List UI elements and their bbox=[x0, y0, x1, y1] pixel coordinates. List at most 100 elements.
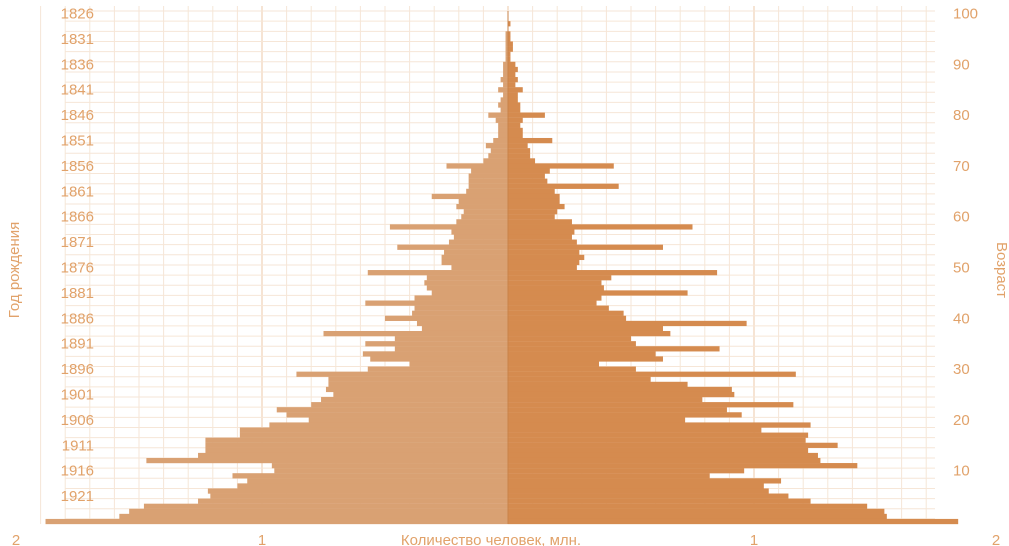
birth-year-label: 1846 bbox=[61, 107, 94, 124]
bar-right-age-21 bbox=[508, 412, 742, 418]
x-tick-label: 1 bbox=[750, 532, 758, 546]
birth-year-label: 1861 bbox=[61, 183, 94, 200]
bar-right-age-42 bbox=[508, 305, 609, 311]
y-axis-title-right: Возраст bbox=[993, 242, 1009, 298]
x-tick-label: 2 bbox=[12, 532, 20, 546]
bar-left-age-55 bbox=[448, 239, 508, 245]
bar-left-age-63 bbox=[458, 198, 508, 205]
bar-right-age-60 bbox=[508, 214, 555, 220]
bar-left-age-95 bbox=[505, 36, 508, 42]
bar-right-age-80 bbox=[508, 112, 545, 118]
age-label: 80 bbox=[953, 107, 970, 124]
bar-right-age-2 bbox=[508, 508, 885, 514]
bar-right-age-89 bbox=[508, 66, 518, 73]
bar-right-age-90 bbox=[508, 61, 516, 68]
bar-left-age-53 bbox=[444, 249, 508, 255]
bar-right-age-67 bbox=[508, 178, 548, 184]
bar-left-age-43 bbox=[365, 300, 508, 306]
bar-right-age-49 bbox=[508, 270, 718, 276]
bar-left-age-51 bbox=[441, 259, 508, 266]
bar-left-age-4 bbox=[198, 498, 509, 504]
bar-left-age-33 bbox=[362, 351, 508, 357]
age-label: 70 bbox=[953, 158, 970, 175]
bar-left-age-41 bbox=[412, 310, 508, 316]
bar-left-age-82 bbox=[498, 102, 508, 108]
age-label: 30 bbox=[953, 361, 970, 378]
bar-left-age-68 bbox=[468, 173, 508, 179]
birth-year-label: 1891 bbox=[61, 336, 94, 353]
bar-left-age-30 bbox=[367, 366, 508, 372]
birth-year-label: 1881 bbox=[61, 285, 94, 302]
bar-right-age-35 bbox=[508, 341, 636, 347]
bar-left-age-54 bbox=[397, 244, 508, 250]
bar-right-age-64 bbox=[508, 193, 560, 200]
bar-left-age-80 bbox=[488, 112, 508, 118]
age-label: 50 bbox=[953, 260, 970, 277]
birth-year-label: 1921 bbox=[61, 488, 94, 505]
bar-right-age-52 bbox=[508, 254, 585, 261]
bar-right-age-62 bbox=[508, 204, 565, 210]
bar-left-age-18 bbox=[239, 427, 509, 433]
bar-left-age-81 bbox=[500, 107, 508, 113]
bar-left-age-45 bbox=[431, 290, 508, 296]
bar-right-age-81 bbox=[508, 107, 521, 113]
bar-left-age-22 bbox=[276, 407, 508, 413]
x-axis-tick-labels: 2 1 1 2 bbox=[12, 532, 1000, 546]
y-axis-title-left: Год рождения bbox=[6, 222, 23, 318]
bar-right-age-30 bbox=[508, 366, 636, 372]
bar-right-age-69 bbox=[508, 168, 550, 174]
bar-left-age-14 bbox=[205, 447, 509, 454]
bar-right-age-85 bbox=[508, 87, 523, 93]
bar-right-age-58 bbox=[508, 224, 693, 230]
x-tick-label: 1 bbox=[258, 532, 266, 546]
bar-right-age-74 bbox=[508, 143, 528, 149]
bar-left-age-92 bbox=[505, 51, 508, 57]
age-label: 10 bbox=[953, 463, 970, 480]
bar-right-age-87 bbox=[508, 77, 518, 83]
x-tick-label: 2 bbox=[992, 532, 1000, 546]
bar-left-age-16 bbox=[205, 437, 509, 443]
bar-right-age-3 bbox=[508, 503, 868, 509]
bar-right-age-5 bbox=[508, 493, 789, 499]
birth-year-label: 1901 bbox=[61, 386, 94, 403]
bar-right-age-29 bbox=[508, 371, 796, 377]
bar-right-age-72 bbox=[508, 153, 531, 159]
bar-right-age-95 bbox=[508, 36, 511, 42]
bar-right-age-37 bbox=[508, 330, 671, 337]
bar-left-age-90 bbox=[503, 61, 508, 68]
bar-right-age-32 bbox=[508, 356, 663, 362]
bar-left-age-24 bbox=[321, 397, 508, 403]
birth-year-label: 1851 bbox=[61, 133, 94, 150]
bar-left-age-85 bbox=[498, 87, 508, 93]
bar-left-age-76 bbox=[498, 132, 508, 139]
bar-right-age-70 bbox=[508, 163, 614, 169]
bar-right-age-1 bbox=[508, 513, 887, 520]
bar-left-age-69 bbox=[471, 168, 508, 174]
bar-left-age-11 bbox=[271, 463, 508, 469]
bar-right-age-17 bbox=[508, 432, 809, 438]
bar-left-age-78 bbox=[498, 122, 508, 128]
bar-right-age-50 bbox=[508, 264, 577, 271]
bar-left-age-58 bbox=[389, 224, 508, 230]
bar-left-age-38 bbox=[421, 325, 508, 332]
bar-left-age-60 bbox=[461, 214, 508, 220]
bar-left-age-1 bbox=[119, 513, 508, 520]
bar-right-age-4 bbox=[508, 498, 811, 504]
bar-right-age-33 bbox=[508, 351, 656, 357]
bar-left-age-65 bbox=[466, 188, 508, 195]
bar-left-age-62 bbox=[456, 204, 508, 210]
bar-left-age-64 bbox=[431, 193, 508, 200]
bar-right-age-27 bbox=[508, 381, 688, 388]
age-label: 90 bbox=[953, 56, 970, 73]
age-label: 60 bbox=[953, 209, 970, 226]
bar-left-age-72 bbox=[488, 153, 508, 159]
bar-right-age-93 bbox=[508, 46, 513, 52]
bar-right-age-31 bbox=[508, 361, 600, 367]
bar-right-age-73 bbox=[508, 148, 531, 154]
bar-left-age-9 bbox=[232, 473, 509, 479]
bar-left-age-35 bbox=[365, 341, 508, 347]
age-label: 100 bbox=[953, 6, 978, 23]
bar-right-age-94 bbox=[508, 41, 513, 47]
bar-left-age-71 bbox=[483, 158, 508, 164]
